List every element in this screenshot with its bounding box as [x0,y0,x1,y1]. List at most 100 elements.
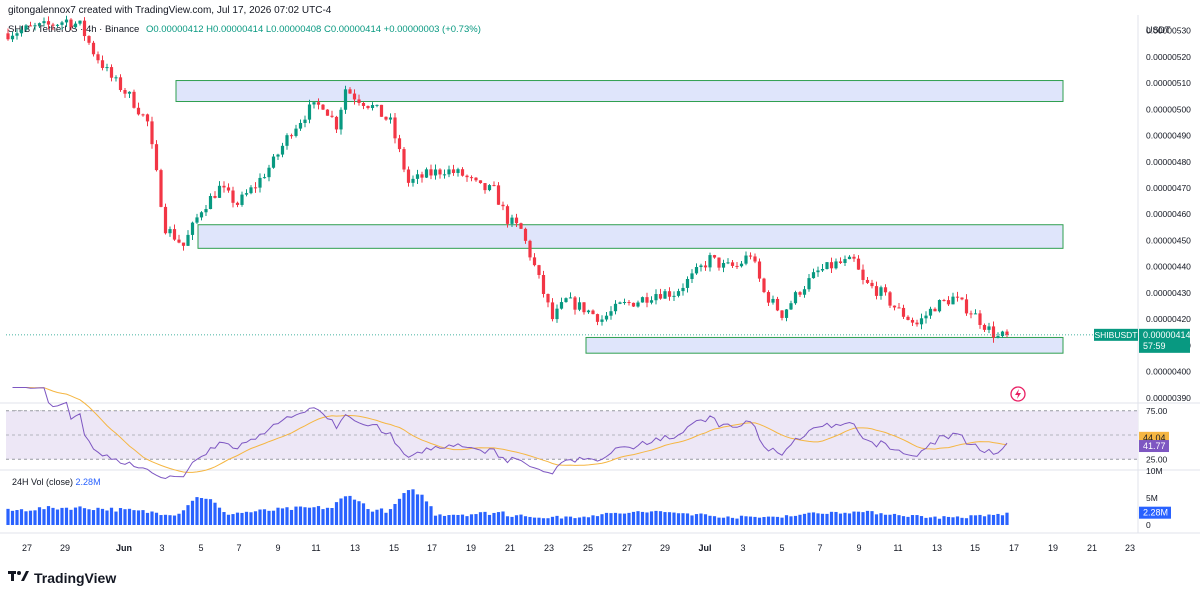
candle-body[interactable] [478,180,483,184]
candle-body[interactable] [964,299,969,314]
volume-bar[interactable] [604,512,609,525]
volume-bar[interactable] [649,511,654,525]
candle-body[interactable] [10,35,15,40]
volume-bar[interactable] [829,511,834,525]
volume-bar[interactable] [915,515,919,525]
volume-bar[interactable] [249,512,253,525]
volume-bar[interactable] [429,506,433,525]
candle-body[interactable] [411,178,415,183]
candle-body[interactable] [195,217,199,223]
candle-body[interactable] [676,291,681,296]
candle-body[interactable] [775,298,780,311]
candle-body[interactable] [361,102,366,106]
volume-bar[interactable] [888,514,892,525]
candle-body[interactable] [600,319,604,322]
candle-body[interactable] [420,174,424,178]
candle-body[interactable] [649,300,654,303]
volume-bar[interactable] [154,512,159,525]
candle-body[interactable] [577,302,582,310]
volume-bar[interactable] [775,516,780,525]
volume-bar[interactable] [748,516,753,525]
candle-body[interactable] [924,315,928,319]
candle-body[interactable] [960,297,964,300]
volume-bar[interactable] [415,494,420,525]
candle-body[interactable] [208,195,213,210]
candle-body[interactable] [681,287,685,292]
volume-bar[interactable] [933,516,937,525]
symbol-name[interactable]: SHIB / TetherUS · 4h · Binance [8,24,140,35]
candle-body[interactable] [987,326,991,330]
volume-bar[interactable] [397,498,402,525]
volume-bar[interactable] [339,498,343,525]
volume-bar[interactable] [411,489,415,525]
volume-bar[interactable] [780,517,784,525]
candle-body[interactable] [154,144,159,171]
volume-bar[interactable] [60,507,64,525]
candle-body[interactable] [469,177,474,179]
candle-body[interactable] [262,177,267,179]
volume-bar[interactable] [303,507,307,525]
volume-bar[interactable] [442,515,447,525]
candle-body[interactable] [496,185,501,205]
volume-bar[interactable] [937,518,942,525]
volume-bar[interactable] [150,511,154,525]
candle-body[interactable] [883,287,888,293]
candle-body[interactable] [843,259,847,263]
candle-body[interactable] [852,256,856,259]
volume-bar[interactable] [897,515,901,525]
volume-bar[interactable] [285,507,289,525]
candle-body[interactable] [865,279,870,283]
candle-body[interactable] [213,195,217,198]
candle-body[interactable] [622,302,627,304]
volume-bar[interactable] [82,508,87,525]
volume-bar[interactable] [744,516,748,525]
volume-bar[interactable] [802,513,807,525]
volume-bar[interactable] [334,502,339,525]
volume-bar[interactable] [910,515,915,525]
candle-body[interactable] [672,295,676,297]
candle-body[interactable] [541,274,546,294]
candle-body[interactable] [168,229,172,234]
candle-body[interactable] [465,175,469,178]
candle-body[interactable] [604,315,609,320]
volume-bar[interactable] [672,512,676,525]
volume-bar[interactable] [163,514,168,525]
candle-body[interactable] [73,23,78,28]
volume-bar[interactable] [892,513,897,525]
volume-bar[interactable] [843,512,847,525]
candle-body[interactable] [744,255,748,264]
candle-body[interactable] [267,167,271,178]
volume-bar[interactable] [231,514,235,525]
candle-body[interactable] [438,169,442,175]
candle-body[interactable] [114,77,118,79]
volume-bar[interactable] [766,516,771,525]
volume-bar[interactable] [798,514,802,525]
candle-body[interactable] [897,307,901,309]
candle-body[interactable] [973,313,978,315]
volume-bar[interactable] [708,515,712,525]
candle-body[interactable] [492,185,496,187]
candle-body[interactable] [33,25,37,27]
candle-body[interactable] [181,242,186,246]
volume-bar[interactable] [105,510,109,525]
volume-bar[interactable] [712,516,717,525]
candle-body[interactable] [564,298,568,303]
volume-bar[interactable] [357,501,361,525]
candle-body[interactable] [244,193,249,195]
candle-body[interactable] [204,209,208,213]
candle-body[interactable] [321,104,325,110]
candle-body[interactable] [415,174,420,179]
candle-body[interactable] [487,185,492,191]
volume-bar[interactable] [946,516,951,525]
volume-bar[interactable] [460,514,465,525]
volume-bar[interactable] [240,512,244,525]
candle-body[interactable] [393,117,397,139]
volume-bar[interactable] [532,517,537,525]
candle-body[interactable] [784,309,789,318]
volume-bar[interactable] [190,500,195,525]
volume-bar[interactable] [276,507,280,525]
candle-body[interactable] [231,190,235,203]
candle-body[interactable] [546,293,550,303]
volume-bar[interactable] [177,513,181,525]
candle-body[interactable] [190,222,195,235]
